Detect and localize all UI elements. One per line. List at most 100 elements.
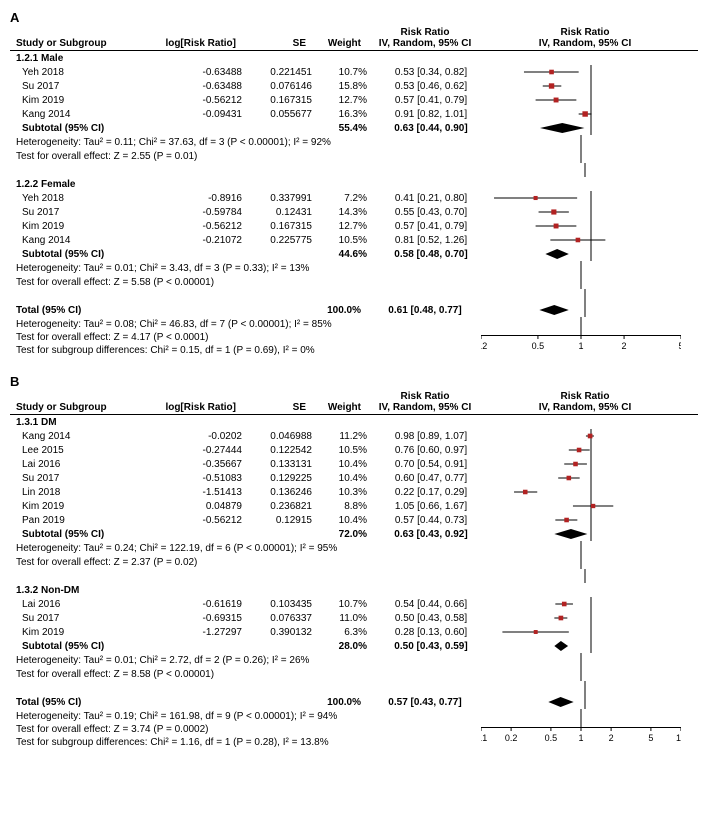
effect-note: Test for overall effect: Z = 5.58 (P < 0… bbox=[10, 277, 481, 288]
study-row: Kim 2019-0.562120.16731512.7%0.57 [0.41,… bbox=[10, 93, 698, 107]
study-row: Kang 2014-0.094310.05567716.3%0.91 [0.82… bbox=[10, 107, 698, 121]
svg-text:2: 2 bbox=[609, 733, 614, 743]
se: 0.076337 bbox=[242, 613, 312, 624]
se: 0.122542 bbox=[242, 445, 312, 456]
heterogeneity-note: Heterogeneity: Tau² = 0.24; Chi² = 122.1… bbox=[10, 543, 481, 554]
subtotal-label: Subtotal (95% CI) bbox=[10, 529, 152, 540]
forest-plot-cell bbox=[491, 611, 691, 625]
svg-text:0.2: 0.2 bbox=[505, 733, 518, 743]
subtotal-ci: 0.58 [0.48, 0.70] bbox=[367, 249, 491, 260]
effect-note: Test for overall effect: Z = 2.37 (P = 0… bbox=[10, 557, 481, 568]
ci: 0.57 [0.41, 0.79] bbox=[367, 221, 491, 232]
header-weight: Weight bbox=[306, 38, 361, 49]
weight: 12.7% bbox=[312, 221, 367, 232]
forest-plot-cell bbox=[491, 471, 691, 485]
svg-text:0.5: 0.5 bbox=[545, 733, 558, 743]
forest-plot-cell bbox=[481, 317, 681, 331]
ci: 0.91 [0.82, 1.01] bbox=[367, 109, 491, 120]
ci: 0.55 [0.43, 0.70] bbox=[367, 207, 491, 218]
study-row: Lai 2016-0.616190.10343510.7%0.54 [0.44,… bbox=[10, 597, 698, 611]
study-row: Pan 2019-0.562120.1291510.4%0.57 [0.44, … bbox=[10, 513, 698, 527]
group-title: 1.3.1 DM bbox=[10, 415, 698, 429]
forest-plot-cell bbox=[481, 541, 681, 555]
study-name: Lai 2016 bbox=[10, 459, 152, 470]
log-rr: -0.51083 bbox=[152, 473, 242, 484]
weight: 16.3% bbox=[312, 109, 367, 120]
study-name: Kang 2014 bbox=[10, 431, 152, 442]
log-rr: -0.35667 bbox=[152, 459, 242, 470]
forest-plot-cell bbox=[491, 205, 691, 219]
weight: 6.3% bbox=[312, 627, 367, 638]
log-rr: -0.56212 bbox=[152, 515, 242, 526]
forest-plot-cell bbox=[491, 513, 691, 527]
forest-plot-cell bbox=[491, 443, 691, 457]
header-ci-2: IV, Random, 95% CI bbox=[485, 402, 685, 413]
forest-plot-cell bbox=[481, 149, 681, 163]
subtotal-row: Subtotal (95% CI)72.0%0.63 [0.43, 0.92] bbox=[10, 527, 698, 541]
subtotal-row: Subtotal (95% CI)28.0%0.50 [0.43, 0.59] bbox=[10, 639, 698, 653]
subtotal-label: Subtotal (95% CI) bbox=[10, 641, 152, 652]
forest-plot-cell bbox=[491, 485, 691, 499]
log-rr: -1.51413 bbox=[152, 487, 242, 498]
forest-plot-cell bbox=[491, 597, 691, 611]
header-rr-2: Risk Ratio bbox=[485, 391, 685, 402]
se: 0.103435 bbox=[242, 599, 312, 610]
log-rr: -0.63488 bbox=[152, 67, 242, 78]
study-name: Yeh 2018 bbox=[10, 193, 152, 204]
forest-plot-cell bbox=[481, 709, 681, 723]
total-label: Total (95% CI) bbox=[10, 697, 146, 708]
svg-text:1: 1 bbox=[578, 733, 583, 743]
forest-plot-cell bbox=[485, 303, 685, 317]
forest-plot-cell bbox=[491, 457, 691, 471]
forest-plot-cell bbox=[491, 191, 691, 205]
header-study: Study or Subgroup bbox=[10, 402, 146, 413]
study-name: Kang 2014 bbox=[10, 109, 152, 120]
ci: 0.81 [0.52, 1.26] bbox=[367, 235, 491, 246]
study-name: Yeh 2018 bbox=[10, 67, 152, 78]
study-row: Kim 2019-1.272970.3901326.3%0.28 [0.13, … bbox=[10, 625, 698, 639]
forest-panel: BRisk RatioRisk RatioStudy or Subgrouplo… bbox=[10, 374, 698, 754]
forest-plot-cell bbox=[491, 625, 691, 639]
log-rr: -0.0202 bbox=[152, 431, 242, 442]
forest-plot-cell bbox=[481, 667, 681, 681]
group-title: 1.2.1 Male bbox=[10, 51, 698, 65]
se: 0.055677 bbox=[242, 109, 312, 120]
forest-plot-cell bbox=[491, 639, 691, 653]
ci: 0.28 [0.13, 0.60] bbox=[367, 627, 491, 638]
study-row: Kim 20190.048790.2368218.8%1.05 [0.66, 1… bbox=[10, 499, 698, 513]
ci: 0.53 [0.34, 0.82] bbox=[367, 67, 491, 78]
study-name: Su 2017 bbox=[10, 207, 152, 218]
header-log: log[Risk Ratio] bbox=[146, 402, 236, 413]
ci: 0.57 [0.41, 0.79] bbox=[367, 95, 491, 106]
header-se: SE bbox=[236, 38, 306, 49]
se: 0.236821 bbox=[242, 501, 312, 512]
subtotal-ci: 0.63 [0.43, 0.92] bbox=[367, 529, 491, 540]
study-name: Lee 2015 bbox=[10, 445, 152, 456]
svg-text:10: 10 bbox=[676, 733, 681, 743]
study-name: Su 2017 bbox=[10, 473, 152, 484]
se: 0.12431 bbox=[242, 207, 312, 218]
total-row: Total (95% CI)100.0%0.61 [0.48, 0.77] bbox=[10, 303, 698, 317]
svg-text:5: 5 bbox=[648, 733, 653, 743]
weight: 10.7% bbox=[312, 67, 367, 78]
study-row: Lin 2018-1.514130.13624610.3%0.22 [0.17,… bbox=[10, 485, 698, 499]
header-study: Study or Subgroup bbox=[10, 38, 146, 49]
subtotal-ci: 0.63 [0.44, 0.90] bbox=[367, 123, 491, 134]
se: 0.133131 bbox=[242, 459, 312, 470]
svg-text:0.5: 0.5 bbox=[532, 341, 545, 351]
subtotal-row: Subtotal (95% CI)55.4%0.63 [0.44, 0.90] bbox=[10, 121, 698, 135]
forest-plot-cell bbox=[491, 527, 691, 541]
total-ci: 0.57 [0.43, 0.77] bbox=[361, 697, 485, 708]
se: 0.390132 bbox=[242, 627, 312, 638]
total-eff-note: Test for overall effect: Z = 4.17 (P < 0… bbox=[10, 331, 481, 344]
forest-plot-cell bbox=[491, 93, 691, 107]
ci: 0.54 [0.44, 0.66] bbox=[367, 599, 491, 610]
study-row: Kim 2019-0.562120.16731512.7%0.57 [0.41,… bbox=[10, 219, 698, 233]
study-name: Kim 2019 bbox=[10, 95, 152, 106]
header-se: SE bbox=[236, 402, 306, 413]
subtotal-label: Subtotal (95% CI) bbox=[10, 249, 152, 260]
study-row: Su 2017-0.634880.07614615.8%0.53 [0.46, … bbox=[10, 79, 698, 93]
forest-plot-cell bbox=[481, 275, 681, 289]
heterogeneity-note: Heterogeneity: Tau² = 0.01; Chi² = 3.43,… bbox=[10, 263, 481, 274]
total-eff-note: Test for overall effect: Z = 3.74 (P = 0… bbox=[10, 723, 481, 736]
